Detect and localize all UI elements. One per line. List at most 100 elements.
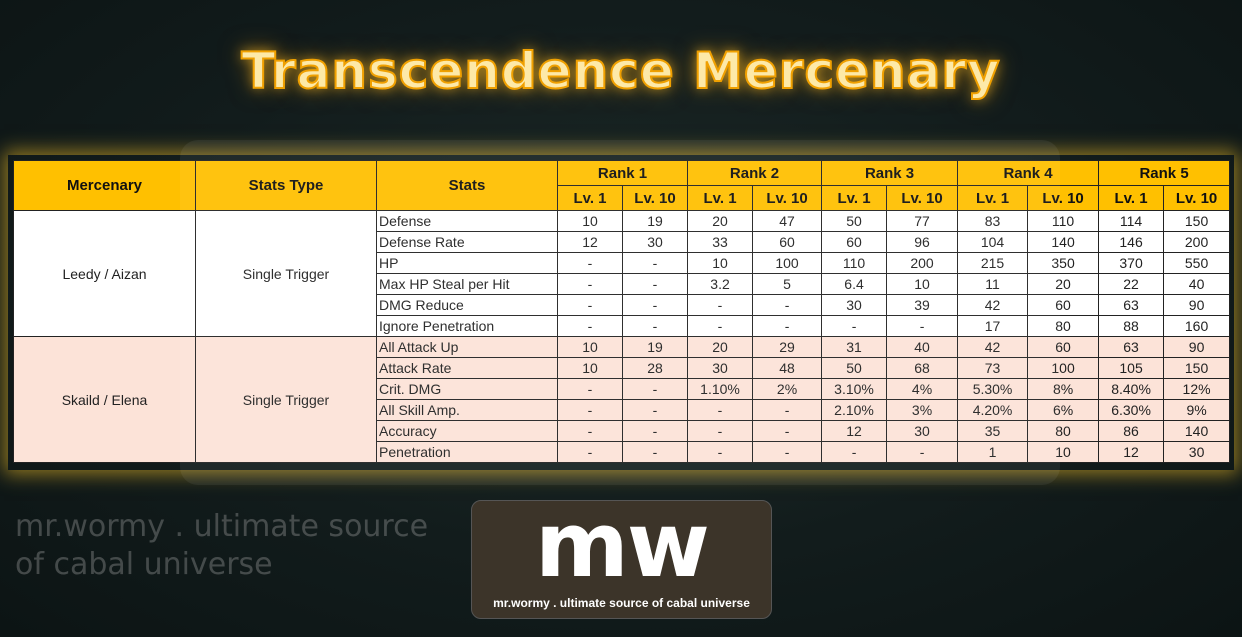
stat-value: 20 [687,336,754,358]
stat-value: 12 [557,231,623,253]
stat-value: - [621,273,689,295]
stat-value: - [886,315,959,337]
stat-value: 4% [886,378,959,400]
stat-value: 63 [1098,294,1165,316]
stat-value: 10 [886,273,959,295]
stat-value: 20 [1027,273,1100,295]
stat-value: 150 [1163,357,1231,379]
table-row: Crit. DMG - -1.10% 2% 3.10% 4% 5.30% 8% 8.40% 12% [14,378,1231,400]
stat-value: 60 [821,231,888,253]
stat-value: 90 [1163,336,1231,358]
mw-logo: mw mr.wormy . ultimate source of cabal u… [471,500,772,619]
stat-value: 12 [821,420,888,442]
stat-value: 6% [1027,399,1100,421]
watermark-text: mr.wormy . ultimate source of cabal univ… [15,509,429,582]
stat-value: 30 [621,231,689,253]
stat-value: - [557,420,623,442]
stat-value: - [621,378,689,400]
stat-name: Attack Rate [376,357,558,379]
stat-value: 1 [957,441,1029,463]
stat-name: All Skill Amp. [376,399,558,421]
stat-value: 39 [886,294,959,316]
stat-value: 2% [752,378,823,400]
header-mercenary: Mercenary [13,160,196,211]
stat-value: 140 [1163,420,1231,442]
table-row: Ignore Penetration - - - - - -17 80 88 160 [14,315,1231,337]
stat-value: - [557,252,623,274]
stat-value: 140 [1027,231,1100,253]
stat-name: Ignore Penetration [376,315,558,337]
stat-value: 28 [621,357,689,379]
stat-value: - [557,315,623,337]
stat-name: Max HP Steal per Hit [376,273,558,295]
stats-type: Single Trigger [195,210,377,337]
stat-value: 12% [1163,378,1231,400]
table-row: Skaild / Elena Single Trigger All Attack U… [13,336,1231,463]
header-row-ranks: Mercenary Stats Type Stats Rank 1 Rank 2 Rank… [13,160,1231,211]
stat-value: - [687,399,754,421]
stat-value: 10 [557,336,623,358]
stat-value: - [752,399,823,421]
header-rank-3: Rank 3 [821,160,959,186]
stat-name: Defense [376,210,558,232]
stat-value: 19 [621,336,689,358]
stat-value: 12 [1098,441,1165,463]
stat-value: 6.30% [1098,399,1165,421]
header-level: Lv. 1 [557,185,623,211]
stat-value: 42 [957,336,1029,358]
stat-value: - [557,441,623,463]
stat-name: Penetration [376,441,558,463]
stat-value: 68 [886,357,959,379]
stat-value: 80 [1027,420,1100,442]
stat-value: 146 [1098,231,1165,253]
table-row: Defense Rate 12 30 33 60 60 96 104 140 146 200 [14,231,1231,253]
stat-value: 1.10% [687,378,754,400]
stat-value: - [557,378,623,400]
stat-value: 88 [1098,315,1165,337]
stat-value: 11 [957,273,1029,295]
stat-value: - [821,315,888,337]
stat-value: 370 [1098,252,1165,274]
stat-value: 77 [886,210,959,232]
stat-value: - [557,399,623,421]
stat-value: - [687,315,754,337]
header-level: Lv. 1 [957,185,1029,211]
stat-value: 17 [957,315,1029,337]
stat-value: 42 [957,294,1029,316]
header-rank-4: Rank 4 [957,160,1100,186]
stat-value: 5 [752,273,823,295]
header-level: Lv. 1 [687,185,754,211]
stat-name: Defense Rate [376,231,558,253]
stat-value: 10 [1027,441,1100,463]
stat-value: - [621,315,689,337]
stat-value: 160 [1163,315,1231,337]
stat-value: 60 [752,231,823,253]
stat-value: 110 [821,252,888,274]
stat-name: DMG Reduce [376,294,558,316]
header-level: Lv. 1 [1098,185,1165,211]
stat-value: 100 [1027,357,1100,379]
stat-value: 20 [687,210,754,232]
stat-value: - [621,441,689,463]
stat-name: Crit. DMG [376,378,558,400]
stat-value: 105 [1098,357,1165,379]
stat-value: 10 [557,210,623,232]
stat-value: - [687,294,754,316]
stat-value: 73 [957,357,1029,379]
stat-value: 63 [1098,336,1165,358]
stat-value: 19 [621,210,689,232]
stat-value: 29 [752,336,823,358]
stat-value: 86 [1098,420,1165,442]
stat-value: - [687,441,754,463]
stat-value: 2.10% [821,399,888,421]
stat-value: - [752,294,823,316]
stat-name: All Attack Up [376,336,558,358]
stat-value: 80 [1027,315,1100,337]
stat-value: 3% [886,399,959,421]
table-row: Max HP Steal per Hit - -3.2 5 6.4 10 11 20 22 40 [14,273,1231,295]
stat-value: - [687,420,754,442]
table-row: Leedy / Aizan Single Trigger Defense 10 19 20… [13,210,1231,337]
stat-value: 10 [557,357,623,379]
stat-value: 10 [687,252,754,274]
stat-value: 30 [687,357,754,379]
